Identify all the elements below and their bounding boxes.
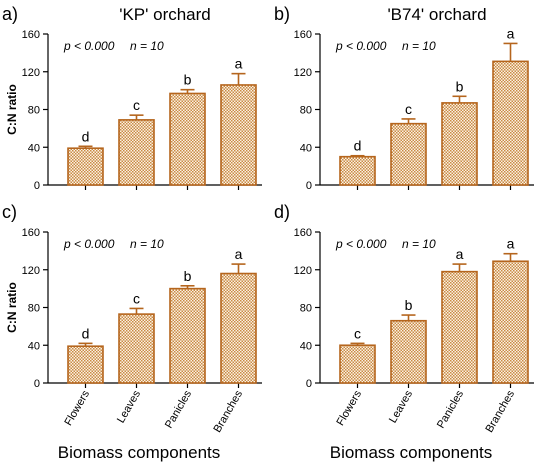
- x-axis-label: Biomass components: [58, 443, 221, 462]
- significance-letter: b: [184, 268, 192, 284]
- y-tick-label: 80: [300, 303, 312, 315]
- y-tick-label: 80: [300, 105, 312, 117]
- significance-letter: a: [235, 56, 243, 72]
- significance-letter: d: [82, 325, 90, 341]
- bar-branches: [220, 272, 257, 384]
- bar-flowers: [67, 147, 104, 186]
- x-tick-label: Panicles: [163, 388, 194, 430]
- y-tick-label: 0: [306, 180, 312, 192]
- chart-panel-3: d) p < 0.000 n = 10 0 40 80 120 160 c Flowers b Lea…: [274, 202, 534, 462]
- n-annotation: n = 10: [130, 237, 164, 251]
- y-tick-label: 160: [294, 29, 312, 41]
- y-tick-label: 0: [34, 378, 40, 390]
- y-tick-label: 120: [294, 67, 312, 79]
- y-axis-label: C:N ratio: [5, 84, 19, 135]
- significance-letter: c: [133, 97, 140, 113]
- significance-letter: d: [354, 138, 362, 154]
- y-tick-label: 160: [294, 227, 312, 239]
- x-axis-label: Biomass components: [330, 443, 493, 462]
- bar-branches: [492, 60, 529, 186]
- bar-panicles: [441, 270, 478, 384]
- bar-leaves: [390, 319, 427, 384]
- panel-title: 'KP' orchard: [119, 5, 211, 24]
- p-value-annotation: p < 0.000: [335, 237, 387, 251]
- significance-letter: a: [235, 246, 243, 262]
- p-value-annotation: p < 0.000: [63, 39, 115, 53]
- bar-leaves: [118, 119, 155, 186]
- bar-branches: [220, 84, 257, 186]
- y-tick-label: 40: [28, 142, 40, 154]
- panel-label: d): [274, 202, 290, 222]
- panel-label: b): [274, 4, 290, 24]
- n-annotation: n = 10: [402, 237, 436, 251]
- panel-label: a): [2, 4, 18, 24]
- bar-flowers: [339, 155, 376, 186]
- y-tick-label: 120: [22, 265, 40, 277]
- significance-letter: c: [133, 290, 140, 306]
- bar-leaves: [390, 122, 427, 186]
- y-tick-label: 40: [300, 142, 312, 154]
- significance-letter: d: [82, 128, 90, 144]
- significance-letter: a: [456, 246, 464, 262]
- chart-panel-0: a) 'KP' orchard p < 0.000 n = 10 0 40 80 120 160…: [2, 4, 262, 192]
- y-tick-label: 80: [28, 105, 40, 117]
- bar-panicles: [441, 102, 478, 186]
- y-tick-label: 160: [22, 29, 40, 41]
- significance-letter: b: [456, 78, 464, 94]
- y-tick-label: 80: [28, 303, 40, 315]
- significance-letter: c: [354, 325, 361, 341]
- n-annotation: n = 10: [130, 39, 164, 53]
- x-tick-label: Branches: [211, 388, 245, 435]
- x-tick-label: Leaves: [387, 388, 415, 425]
- x-tick-label: Branches: [483, 388, 517, 435]
- panels: a) 'KP' orchard p < 0.000 n = 10 0 40 80 120 160…: [2, 4, 534, 462]
- x-tick-label: Panicles: [435, 388, 466, 430]
- y-tick-label: 120: [294, 265, 312, 277]
- chart-panel-2: c) p < 0.000 n = 10 0 40 80 120 160 C:N ratio d Fl…: [2, 202, 262, 462]
- x-tick-label: Flowers: [62, 388, 92, 428]
- y-tick-label: 0: [34, 180, 40, 192]
- bar-flowers: [67, 345, 104, 384]
- y-tick-label: 160: [22, 227, 40, 239]
- bar-branches: [492, 260, 529, 384]
- significance-letter: b: [184, 72, 192, 88]
- significance-letter: a: [507, 25, 515, 41]
- panel-label: c): [2, 202, 17, 222]
- significance-letter: a: [507, 236, 515, 252]
- y-tick-label: 120: [22, 67, 40, 79]
- y-tick-label: 0: [306, 378, 312, 390]
- p-value-annotation: p < 0.000: [63, 237, 115, 251]
- chart-panel-1: b) 'B74' orchard p < 0.000 n = 10 0 40 80 120 16…: [274, 4, 534, 192]
- y-tick-label: 40: [300, 340, 312, 352]
- panel-title: 'B74' orchard: [387, 5, 486, 24]
- bar-panicles: [169, 287, 206, 384]
- y-axis-label: C:N ratio: [5, 282, 19, 333]
- x-tick-label: Flowers: [334, 388, 364, 428]
- significance-letter: b: [405, 297, 413, 313]
- bar-panicles: [169, 92, 206, 186]
- significance-letter: c: [405, 101, 412, 117]
- x-tick-label: Leaves: [115, 388, 143, 425]
- bar-leaves: [118, 313, 155, 384]
- p-value-annotation: p < 0.000: [335, 39, 387, 53]
- n-annotation: n = 10: [402, 39, 436, 53]
- y-tick-label: 40: [28, 340, 40, 352]
- bar-flowers: [339, 344, 376, 384]
